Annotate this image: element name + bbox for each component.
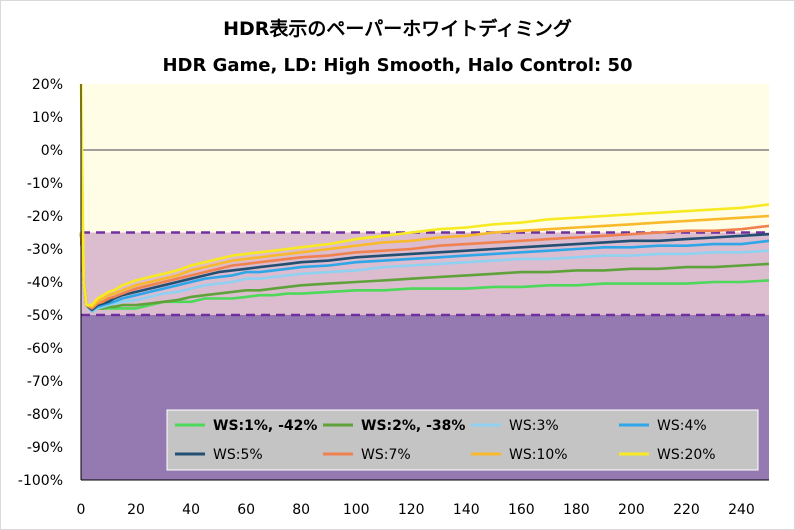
y-axis-ticks: 20% 10% 0% -10% -20% -30% -40% -50% -60% -70% -80%… xyxy=(18,77,63,489)
y-tick-label: -20% xyxy=(27,209,63,225)
y-tick-label: 10% xyxy=(32,110,63,126)
y-tick-label: -80% xyxy=(27,407,63,423)
y-tick-label: -70% xyxy=(27,374,63,390)
y-tick-label: 0% xyxy=(41,143,63,159)
x-tick-label: 220 xyxy=(673,502,700,518)
x-tick-label: 0 xyxy=(77,502,86,518)
legend-label: WS:10% xyxy=(509,447,568,463)
x-axis-ticks: 0 20 40 60 80 100 120 140 160 180 200 220 240 xyxy=(77,502,755,518)
x-tick-label: 240 xyxy=(728,502,755,518)
axes xyxy=(80,84,769,481)
x-tick-label: 120 xyxy=(398,502,425,518)
series-line-2 xyxy=(79,232,770,314)
y-tick-label: 20% xyxy=(32,77,63,93)
x-tick-label: 20 xyxy=(127,502,145,518)
legend-label: WS:20% xyxy=(657,447,716,463)
x-tick-label: 100 xyxy=(343,502,370,518)
x-tick-label: 180 xyxy=(563,502,590,518)
series-line-0 xyxy=(79,232,770,314)
series-line-1 xyxy=(79,232,770,314)
series-line-7 xyxy=(79,83,770,307)
legend-label: WS:4% xyxy=(657,418,707,434)
x-tick-label: 140 xyxy=(453,502,480,518)
x-tick-label: 60 xyxy=(237,502,255,518)
legend-label: WS:5% xyxy=(213,447,263,463)
y-tick-label: -90% xyxy=(27,440,63,456)
legend-label: WS:7% xyxy=(361,447,411,463)
series-line-5 xyxy=(79,224,770,310)
series-line-4 xyxy=(79,232,770,312)
y-tick-label: -40% xyxy=(27,275,63,291)
x-tick-label: 40 xyxy=(182,502,200,518)
legend-label: WS:2%, -38% xyxy=(361,418,465,434)
band-0 xyxy=(81,84,769,150)
x-tick-label: 160 xyxy=(508,502,535,518)
chart-title: HDR表示のペーパーホワイトディミング xyxy=(223,18,572,40)
y-tick-label: -60% xyxy=(27,341,63,357)
x-tick-label: 200 xyxy=(618,502,645,518)
series-line-6 xyxy=(79,214,770,309)
series-line-3 xyxy=(79,232,770,312)
y-tick-label: -10% xyxy=(27,176,63,192)
legend-label: WS:3% xyxy=(509,418,559,434)
series-lines xyxy=(79,83,770,314)
y-tick-label: -30% xyxy=(27,242,63,258)
y-tick-label: -50% xyxy=(27,308,63,324)
legend-box xyxy=(166,409,759,471)
y-tick-label: -100% xyxy=(18,473,63,489)
x-tick-label: 80 xyxy=(292,502,310,518)
legend: WS:1%, -42% WS:2%, -38% WS:3% WS:4% WS:5% WS:… xyxy=(166,409,759,471)
chart-subtitle: HDR Game, LD: High Smooth, Halo Control:… xyxy=(162,55,633,76)
band-1 xyxy=(81,150,769,233)
legend-label: WS:1%, -42% xyxy=(213,418,317,434)
